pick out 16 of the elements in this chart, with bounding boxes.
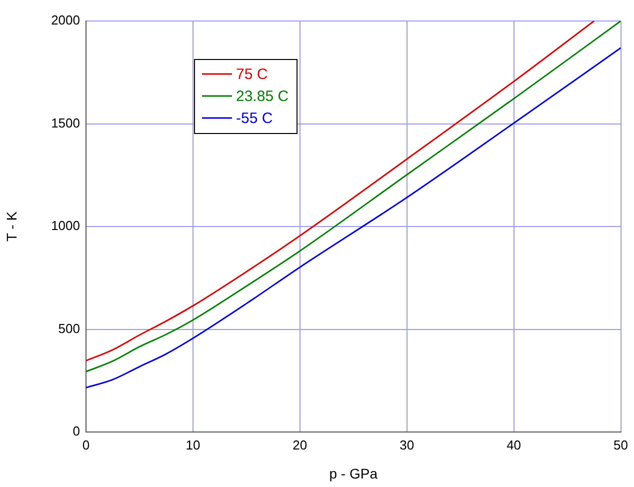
x-tick-label: 30 bbox=[400, 437, 414, 452]
y-tick-label: 2000 bbox=[51, 12, 80, 28]
y-tick-label: 1500 bbox=[51, 115, 80, 130]
x-tick-label: 40 bbox=[506, 437, 522, 452]
y-axis-title: T - K bbox=[3, 210, 20, 242]
y-tick-label: 1000 bbox=[51, 218, 80, 234]
y-tick-label: 0 bbox=[72, 424, 80, 439]
legend-label: -55 C bbox=[236, 110, 273, 128]
x-tick-label: 20 bbox=[292, 437, 308, 452]
x-tick-label: 10 bbox=[186, 437, 200, 452]
x-tick-label: 50 bbox=[614, 437, 628, 452]
y-tick-label: 500 bbox=[58, 320, 80, 336]
legend-label: 23.85 C bbox=[236, 88, 289, 106]
legend-label: 75 C bbox=[236, 66, 268, 84]
x-tick-label: 0 bbox=[82, 437, 90, 452]
x-axis-title: p - GPa bbox=[329, 465, 378, 482]
